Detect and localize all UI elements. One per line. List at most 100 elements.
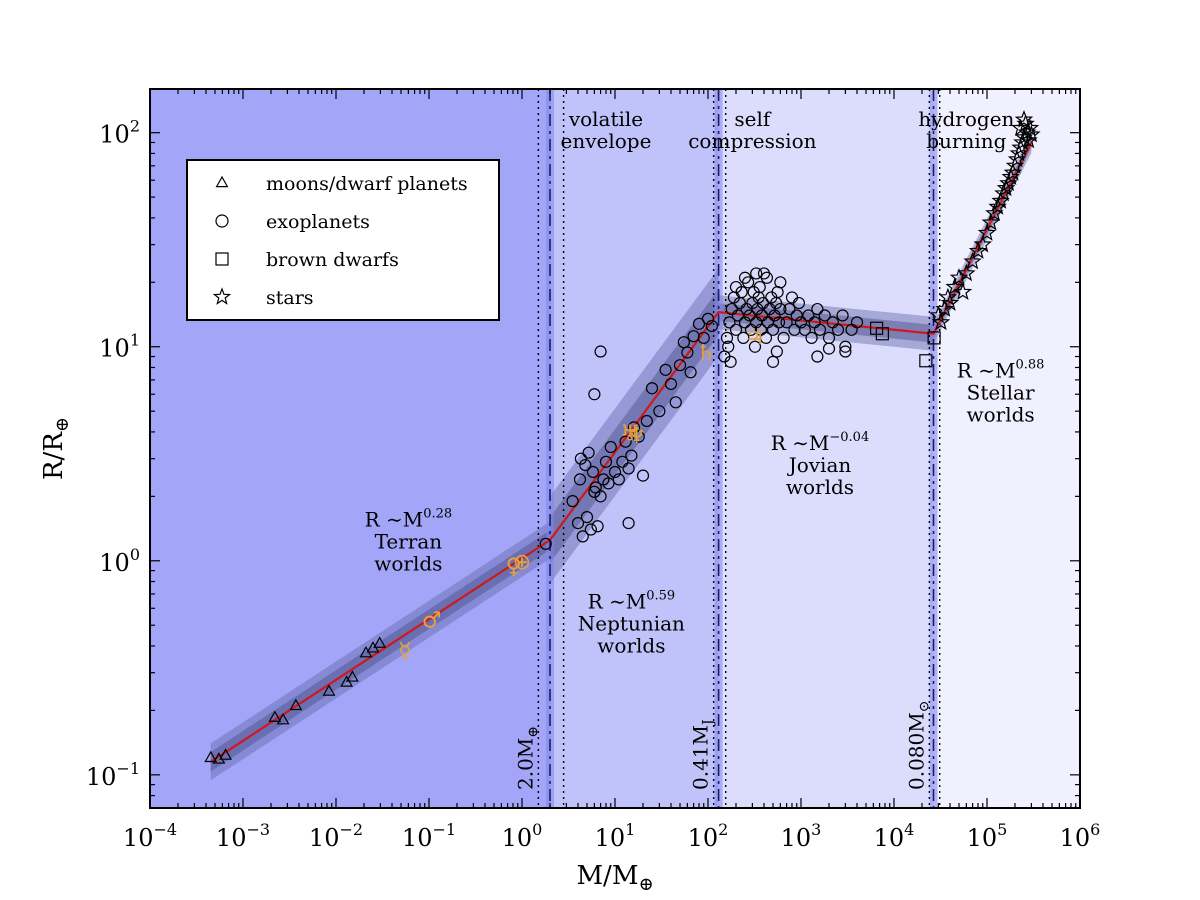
x-axis-label-base: M/M: [576, 861, 638, 891]
transition-label-0: 2.0M⊕: [513, 726, 541, 790]
circle-point-20: [616, 455, 629, 468]
circle-point-54: [737, 331, 750, 344]
x-tick-label-base: 10: [402, 824, 433, 852]
circle-point-32: [669, 396, 682, 409]
circle-point-98: [831, 323, 845, 336]
legend-marker-circle: [215, 214, 229, 228]
x-tick-label-exp: 3: [811, 820, 821, 839]
planet-earth: ⊕: [513, 550, 531, 575]
circle-point-58: [743, 309, 756, 322]
circle-point-104: [722, 340, 735, 353]
y-axis-label-base: R/R: [39, 431, 69, 480]
circle-point-46: [720, 331, 734, 344]
transition-title-1-0: self: [734, 107, 771, 131]
triangle-point-0: [204, 750, 218, 763]
circle-point-48: [725, 302, 738, 316]
y-tick-label-0: 10−1: [86, 759, 140, 791]
relation-base-0: R ∼M: [365, 507, 424, 531]
square-point-3: [927, 331, 941, 345]
circle-point-33: [673, 359, 687, 372]
relation-base-2: R ∼M: [771, 431, 830, 455]
y-tick-label-1: 100: [99, 545, 140, 577]
legend-label-2: brown dwarfs: [266, 249, 399, 271]
planet-venus: ♀: [506, 555, 522, 580]
circle-point-11: [586, 465, 600, 479]
circle-point-1: [566, 495, 579, 508]
circle-point-16: [602, 477, 615, 490]
x-tick-label-8: 104: [874, 820, 915, 852]
triangle-point-6: [322, 684, 336, 696]
x-tick-label-exp: 5: [997, 820, 1007, 839]
relation-base-1: R ∼M: [588, 589, 647, 613]
circle-point-5: [584, 523, 597, 536]
star-point-32: [1022, 124, 1041, 143]
x-tick-label-exp: 6: [1090, 820, 1100, 839]
circle-point-105: [724, 355, 737, 368]
circle-point-28: [645, 382, 659, 395]
transition-label-2: 0.080M⊙: [904, 701, 932, 790]
circle-point-47: [723, 316, 736, 329]
circle-point-30: [659, 363, 672, 376]
y-tick-label-base: 10: [99, 549, 130, 577]
circle-point-7: [591, 520, 604, 533]
circle-point-39: [697, 331, 710, 344]
circle-point-93: [811, 302, 824, 316]
relation-name-1-1: worlds: [597, 633, 665, 657]
y-tick-label-exp: 1: [130, 331, 140, 350]
star-point-11: [973, 234, 993, 253]
region-3: [933, 89, 1080, 808]
transition-label-base-2: 0.080M: [904, 712, 928, 790]
relation-exp-1: 0.59: [646, 588, 675, 603]
circle-point-43: [594, 345, 607, 358]
x-tick-label-exp: −3: [246, 820, 270, 839]
star-point-4: [940, 293, 960, 311]
region-2: [718, 89, 934, 808]
x-tick-label-base: 10: [874, 824, 905, 852]
circle-point-81: [777, 331, 790, 344]
circle-point-75: [766, 323, 780, 336]
x-tick-label-exp: −2: [339, 820, 363, 839]
circle-point-26: [636, 469, 650, 482]
x-tick-label-base: 10: [781, 824, 812, 852]
y-tick-label-exp: −1: [116, 759, 140, 778]
x-tick-label-2: 10−2: [309, 820, 363, 852]
y-tick-label-2: 101: [99, 331, 140, 363]
triangle-point-2: [219, 748, 233, 760]
relation-name-0-0: Terran: [375, 529, 443, 553]
circle-point-41: [705, 319, 718, 333]
triangle-point-4: [276, 712, 290, 725]
transition-title-0-0: volatile: [568, 107, 643, 131]
circle-point-87: [792, 296, 806, 310]
x-tick-label-base: 10: [309, 824, 340, 852]
circle-point-79: [772, 316, 786, 329]
transition-label-base-0: 2.0M: [513, 738, 537, 790]
x-tick-label-base: 10: [123, 824, 154, 852]
y-tick-label-exp: 0: [130, 545, 140, 564]
planet-saturn: ♄: [696, 341, 716, 366]
circle-point-19: [612, 473, 625, 486]
x-axis-label-sub: ⊕: [638, 874, 653, 895]
star-point-14: [985, 203, 1004, 222]
relation-base-3: R ∼M: [957, 358, 1016, 382]
relation-exp-2: −0.04: [829, 430, 869, 445]
circle-point-89: [798, 323, 811, 336]
x-tick-label-exp: −4: [153, 820, 177, 839]
circle-point-82: [780, 316, 793, 329]
x-tick-label-6: 102: [688, 820, 729, 852]
x-tick-label-7: 103: [781, 820, 822, 852]
x-tick-label-10: 106: [1060, 820, 1101, 852]
x-tick-label-exp: 0: [532, 820, 542, 839]
circle-point-113: [760, 271, 774, 284]
circle-point-9: [579, 458, 592, 472]
circle-point-99: [836, 309, 849, 322]
transition-label-base-1: 0.41M: [689, 725, 713, 790]
x-tick-label-4: 100: [502, 820, 543, 852]
solar-system-planets: ☿ ♂ ♀⊕ ♅♆ ♄ ♃: [398, 325, 764, 664]
star-point-15: [988, 197, 1007, 215]
circle-point-36: [684, 366, 697, 379]
relation-exp-3: 0.88: [1015, 357, 1044, 372]
star-point-9: [963, 251, 982, 270]
circle-point-25: [632, 430, 645, 443]
circle-point-29: [653, 405, 666, 418]
